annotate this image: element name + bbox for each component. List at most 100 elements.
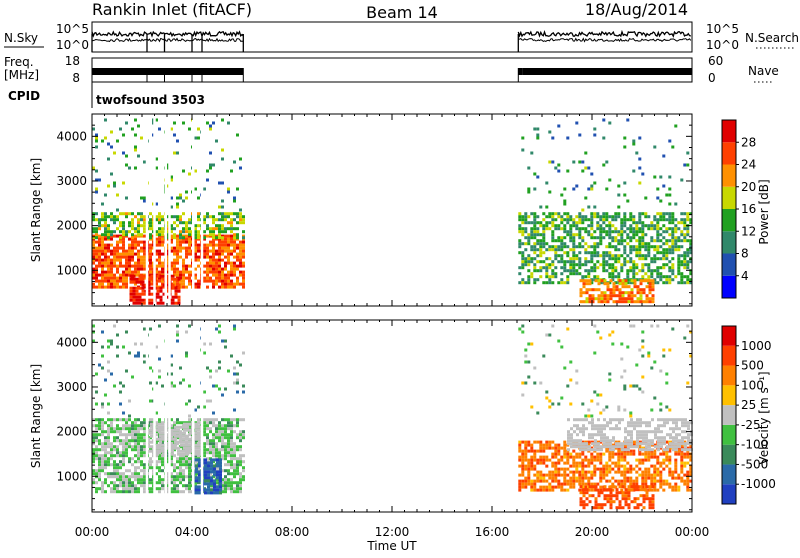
data-cell [233, 382, 236, 385]
data-cell [221, 247, 224, 250]
data-cell [566, 245, 569, 248]
data-cell [641, 483, 644, 486]
data-cell [563, 444, 566, 447]
data-cell [179, 463, 182, 466]
data-cell [131, 475, 134, 478]
data-cell [647, 266, 650, 269]
data-cell [134, 442, 137, 445]
data-cell [671, 248, 674, 251]
data-cell [242, 430, 245, 433]
data-cell [586, 503, 589, 506]
data-cell [172, 302, 175, 305]
data-cell [242, 433, 245, 436]
data-cell [687, 421, 690, 424]
data-cell [143, 253, 146, 256]
data-cell [657, 427, 660, 430]
data-cell [650, 221, 653, 224]
data-cell [659, 176, 662, 179]
nsky-tick-bottom: 10^0 [56, 38, 89, 52]
data-cell [207, 461, 210, 464]
data-cell [227, 262, 230, 265]
data-cell [617, 206, 620, 209]
data-cell [680, 275, 683, 278]
data-cell [530, 257, 533, 260]
data-cell [150, 435, 153, 438]
data-cell [554, 486, 557, 489]
data-cell [173, 236, 176, 239]
data-cell [161, 265, 164, 268]
data-cell [580, 491, 583, 494]
data-cell [674, 218, 677, 221]
data-cell [635, 230, 638, 233]
data-cell [173, 259, 176, 262]
data-cell [527, 278, 530, 281]
data-cell [134, 445, 137, 448]
data-cell [186, 438, 189, 441]
data-cell [551, 224, 554, 227]
data-cell [107, 262, 110, 265]
data-cell [101, 247, 104, 250]
data-cell [119, 484, 122, 487]
data-cell [104, 224, 107, 227]
data-cell [119, 454, 122, 457]
data-cell [683, 263, 686, 266]
data-cell [587, 230, 590, 233]
data-cell [212, 274, 215, 277]
data-cell [113, 439, 116, 442]
data-cell [530, 212, 533, 215]
data-cell [119, 286, 122, 289]
data-cell [627, 442, 630, 445]
data-cell [602, 218, 605, 221]
data-cell [567, 442, 570, 445]
data-cell [209, 343, 212, 346]
data-cell [572, 483, 575, 486]
data-cell [678, 442, 681, 445]
data-cell [623, 453, 626, 456]
data-cell [557, 212, 560, 215]
data-cell [583, 300, 586, 303]
data-cell [590, 233, 593, 236]
cpid-panel: CPID twofsound 3503 [8, 82, 205, 108]
data-cell [212, 215, 215, 218]
data-cell [680, 477, 683, 480]
data-cell [668, 215, 671, 218]
data-cell [134, 418, 137, 421]
data-cell [186, 453, 189, 456]
data-cell [581, 218, 584, 221]
data-cell [536, 269, 539, 272]
data-cell [128, 230, 131, 233]
data-cell [137, 448, 140, 451]
data-cell [224, 274, 227, 277]
data-cell [657, 439, 660, 442]
data-cell [185, 268, 188, 271]
data-cell [122, 490, 125, 493]
data-cell [210, 470, 213, 473]
data-cell [638, 251, 641, 254]
data-cell [551, 239, 554, 242]
data-cell [647, 263, 650, 266]
data-cell [107, 361, 110, 364]
data-cell [122, 424, 125, 427]
data-cell [239, 478, 242, 481]
data-cell [173, 262, 176, 265]
data-cell [582, 442, 585, 445]
data-cell [609, 442, 612, 445]
data-cell [539, 441, 542, 444]
data-cell [236, 382, 239, 385]
data-cell [180, 444, 183, 447]
data-cell [578, 263, 581, 266]
scan-gap [168, 115, 171, 305]
data-cell [557, 340, 560, 343]
data-cell [584, 483, 587, 486]
data-cell [590, 462, 593, 465]
data-cell [188, 238, 191, 241]
data-cell [533, 465, 536, 468]
data-cell [204, 464, 207, 467]
data-cell [634, 282, 637, 285]
data-cell [140, 439, 143, 442]
data-cell [98, 259, 101, 262]
data-cell [104, 247, 107, 250]
data-cell [198, 432, 201, 435]
data-cell [212, 122, 215, 125]
data-cell [663, 448, 666, 451]
